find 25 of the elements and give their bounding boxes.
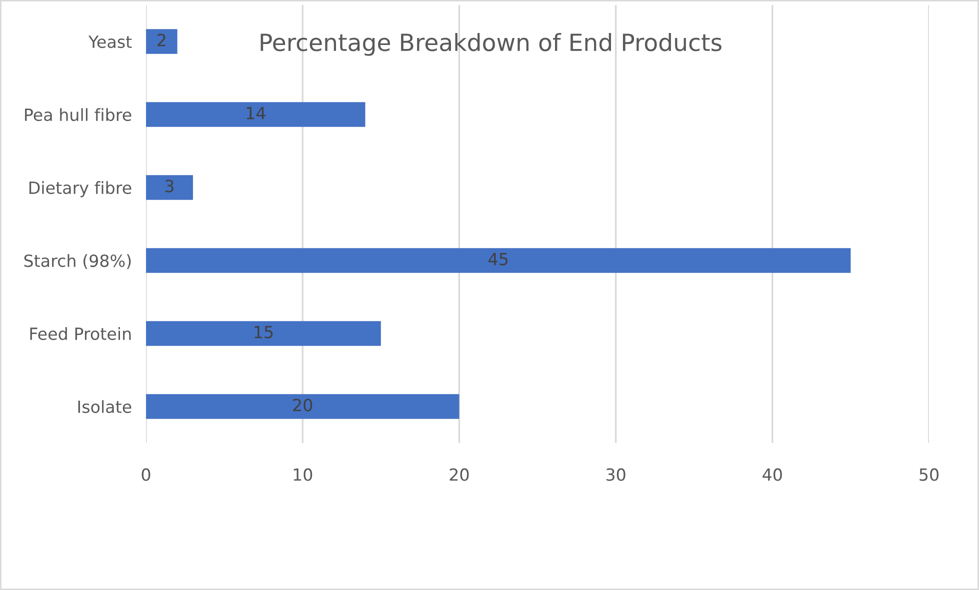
bar — [146, 394, 460, 419]
data-label: 14 — [246, 106, 266, 120]
data-label: 15 — [254, 326, 273, 338]
x-tick-label: 10 — [294, 468, 312, 481]
y-tick-label: Starch (98%) — [24, 254, 131, 270]
y-tick-label: Pea hull fibre — [25, 108, 132, 122]
bar — [146, 102, 366, 127]
y-tick-label: Dietary fibre — [29, 181, 132, 198]
x-tick-label: 0 — [142, 468, 150, 481]
bar — [146, 29, 178, 54]
x-tick-label: 30 — [606, 468, 626, 481]
x-tick-label: 20 — [450, 468, 469, 481]
text: Percentage Breakdown of End Products — [260, 32, 722, 56]
data-label: 20 — [293, 398, 312, 412]
y-tick-label: Yeast — [88, 36, 132, 48]
bar — [146, 175, 193, 200]
bar — [146, 321, 381, 346]
data-label: 2 — [158, 34, 166, 46]
x-tick-label: 50 — [920, 468, 938, 481]
bar — [146, 248, 851, 273]
x-tick-label: 40 — [762, 468, 782, 481]
y-tick-label: Feed Protein — [30, 327, 131, 340]
y-tick-label: Isolate — [78, 400, 132, 414]
data-label: 3 — [165, 180, 174, 192]
data-label: 45 — [488, 252, 508, 266]
